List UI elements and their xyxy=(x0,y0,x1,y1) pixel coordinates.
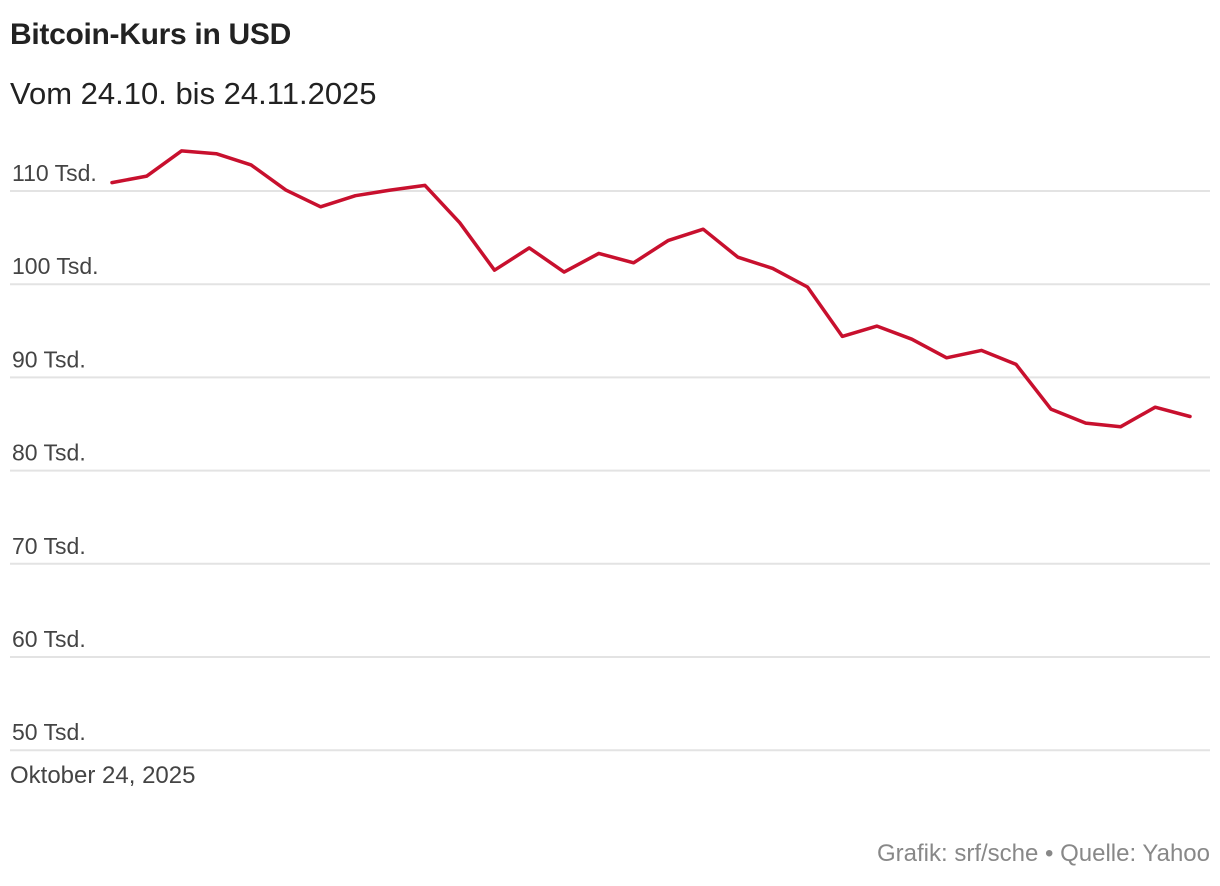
bitcoin-price-line xyxy=(110,149,1192,429)
y-tick-label: 60 Tsd. xyxy=(12,626,86,652)
y-axis-labels: 110 Tsd. 100 Tsd. 90 Tsd. 80 Tsd. 70 Tsd. 60 … xyxy=(12,160,99,745)
chart-title: Bitcoin-Kurs in USD xyxy=(10,18,291,51)
y-tick-label: 100 Tsd. xyxy=(12,253,99,279)
y-tick-label: 50 Tsd. xyxy=(12,719,86,745)
y-tick-label: 70 Tsd. xyxy=(12,533,86,559)
gridlines xyxy=(10,190,1210,752)
y-tick-label: 90 Tsd. xyxy=(12,346,86,372)
x-axis-start-label: Oktober 24, 2025 xyxy=(10,762,196,789)
chart-subtitle: Vom 24.10. bis 24.11.2025 xyxy=(10,76,377,111)
y-tick-label: 80 Tsd. xyxy=(12,440,86,466)
source-credit: Grafik: srf/sche • Quelle: Yahoo xyxy=(877,840,1210,867)
y-tick-label: 110 Tsd. xyxy=(12,160,97,186)
